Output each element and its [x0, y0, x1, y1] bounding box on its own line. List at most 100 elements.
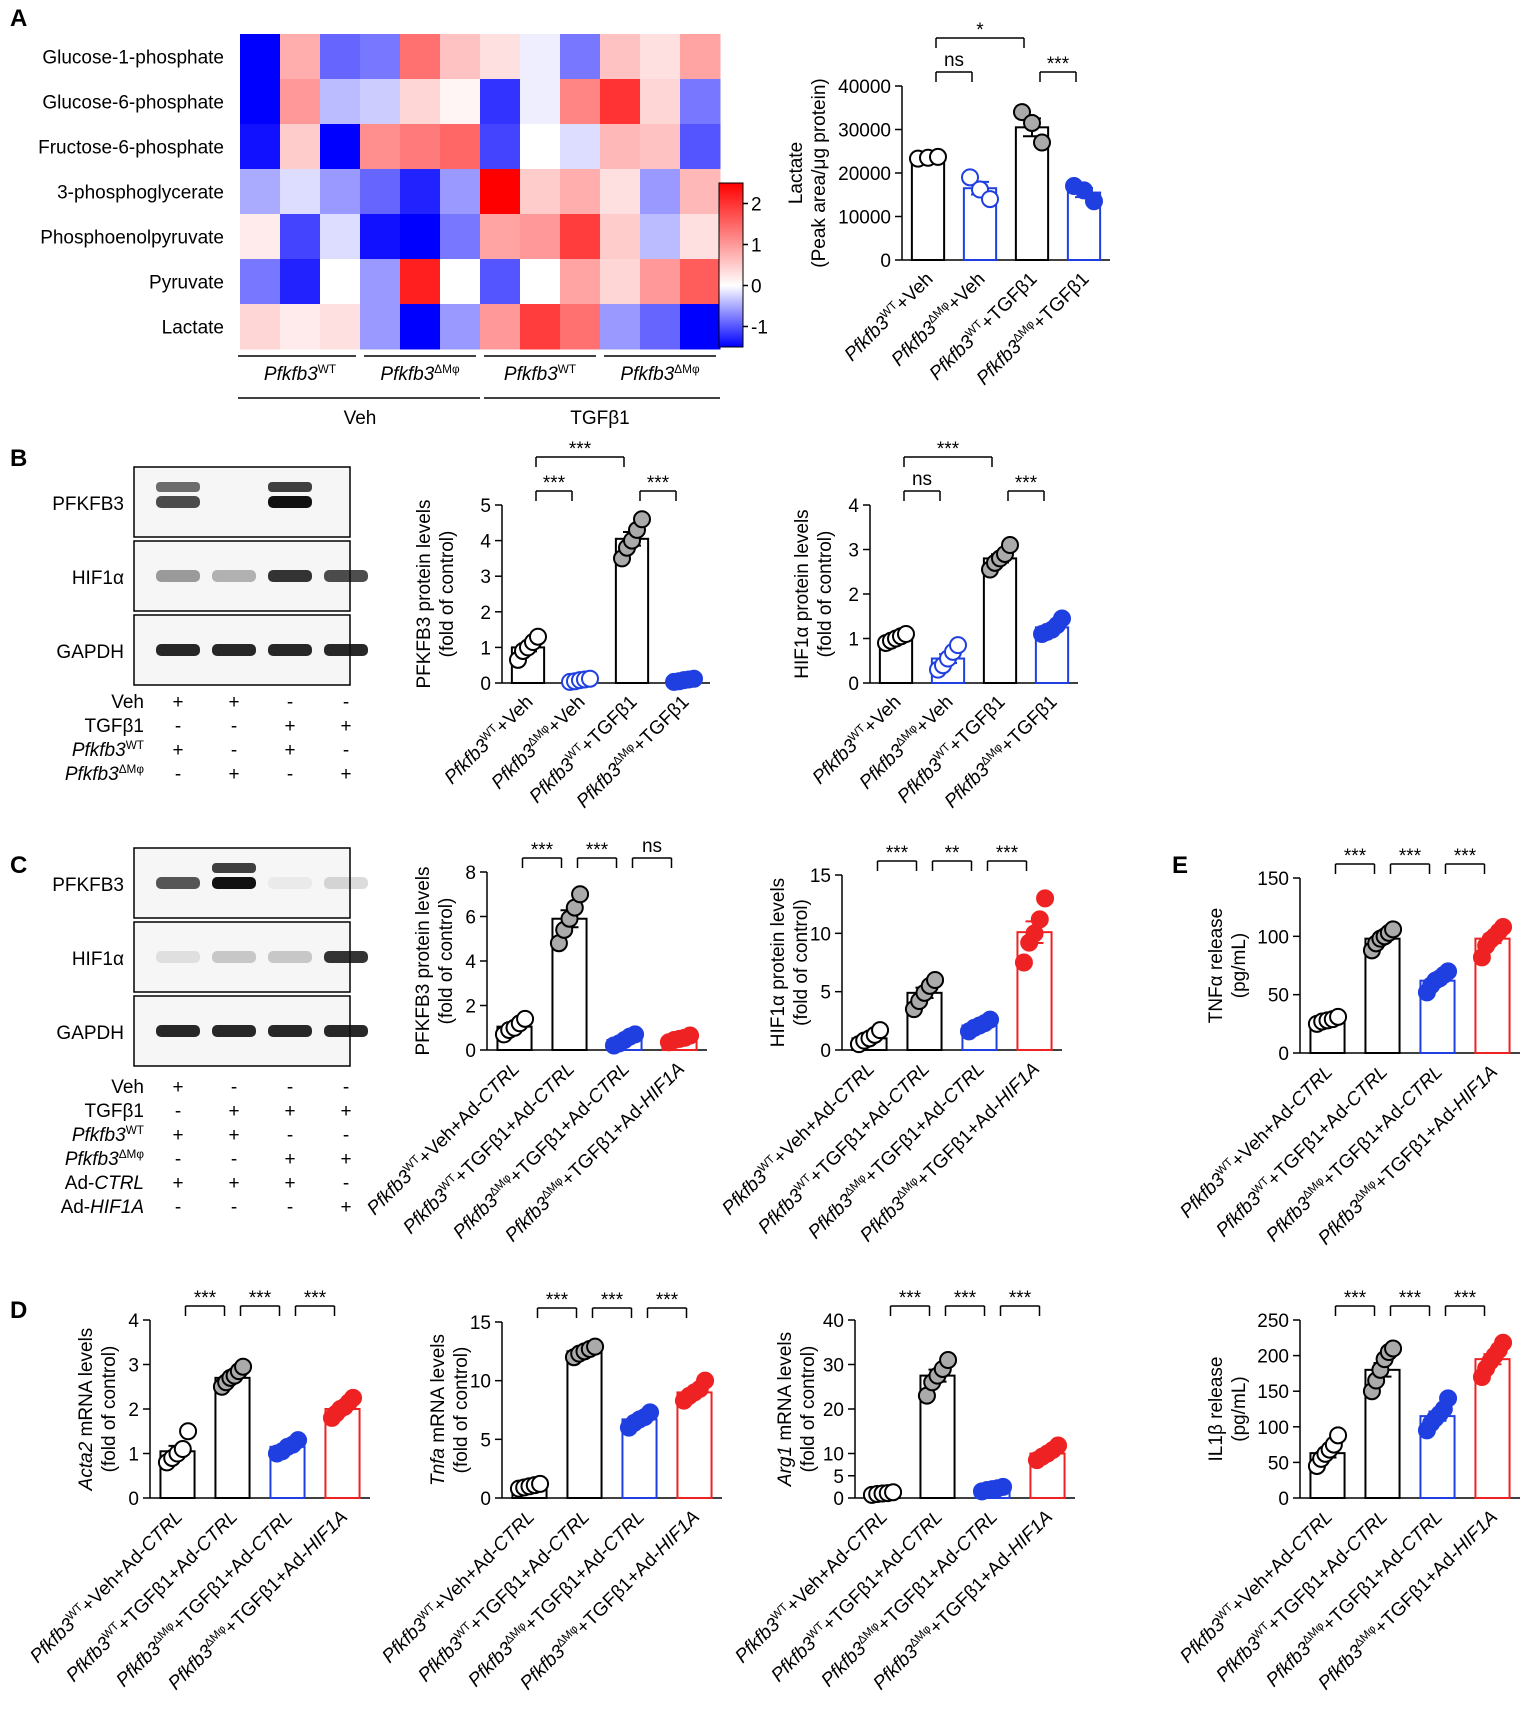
- blot-b-condition-sign: -: [231, 716, 237, 737]
- b-pfkfb3-data-point: [632, 510, 651, 529]
- a-lactate-y-tick-label: 20000: [838, 164, 891, 185]
- b-pfkfb3-y-tick-label: 4: [480, 532, 491, 553]
- heatmap-row-label: Fructose-6-phosphate: [38, 138, 224, 159]
- heatmap-cell: [640, 214, 681, 260]
- blot-b-band: [324, 570, 368, 582]
- blot-b-band: [268, 482, 312, 492]
- a-lactate-x-tick-label: Pfkfb3WT+Veh: [840, 268, 938, 366]
- heatmap-cell: [240, 124, 281, 170]
- blot-c-condition-sign: -: [287, 1197, 293, 1218]
- e-il1b-data-point: [1384, 1339, 1403, 1358]
- heatmap-cell: [440, 169, 481, 215]
- d-acta2-y-tick-label: 2: [128, 1400, 139, 1421]
- b-hif1a-data-point: [948, 636, 967, 655]
- blot-c-condition-label-part: Ad-: [65, 1173, 95, 1194]
- c-hif1a-sig-label: ***: [886, 843, 909, 864]
- e-tnfa-y-tick-label: 50: [1268, 986, 1289, 1007]
- blot-c-condition-sign: +: [228, 1125, 239, 1146]
- heatmap-cell: [280, 214, 321, 260]
- blot-c-condition-label: Pfkfb3ΔMφ: [65, 1148, 145, 1170]
- d-arg1-x-tick-label-part: CTRL: [897, 1507, 947, 1557]
- blot-c-condition-label: TGFβ1: [85, 1101, 145, 1122]
- c-hif1a-data-point: [1014, 953, 1033, 972]
- heatmap-cell: [400, 124, 441, 170]
- blot-b-condition-sign: -: [343, 692, 349, 713]
- b-hif1a-y-tick-label: 1: [848, 630, 859, 651]
- blot-b-row-label: GAPDH: [56, 642, 124, 663]
- heatmap-cell: [520, 169, 561, 215]
- b-pfkfb3-data-point: [528, 627, 547, 646]
- d-acta2-y-label-part: mRNA levels: [76, 1328, 97, 1437]
- c-hif1a-y-label-sub: (fold of control): [791, 899, 812, 1026]
- c-hif1a-x-tick-label-part: CTRL: [829, 1059, 879, 1109]
- b-hif1a-data-point: [896, 625, 915, 644]
- heatmap-group-label-part: Pfkfb3: [264, 364, 318, 385]
- c-pfkfb3-x-tick-label-part: CTRL: [474, 1059, 524, 1109]
- heatmap-group-label-part: WT: [318, 363, 336, 376]
- e-il1b-x-tick-label-part: CTRL: [1287, 1507, 1337, 1557]
- blot-c-condition-label-part: HIF1A: [90, 1197, 144, 1218]
- heatmap-cell: [560, 214, 601, 260]
- c-hif1a-x-tick-label-part: HIF1A: [991, 1059, 1044, 1112]
- heatmap-group-label: Pfkfb3WT: [504, 363, 576, 385]
- b-pfkfb3-y-tick-label: 2: [480, 603, 491, 624]
- c-pfkfb3-data-point: [626, 1025, 645, 1044]
- c-hif1a-y-tick-label: 5: [820, 983, 831, 1004]
- d-arg1-y-tick-label: 5: [833, 1467, 844, 1488]
- blot-c-condition-sign: -: [343, 1173, 349, 1194]
- c-hif1a-x-tick-label-part: CTRL: [939, 1059, 989, 1109]
- a-lactate-y-tick-label: 40000: [838, 77, 891, 98]
- b-hif1a-y-tick-label: 3: [848, 541, 859, 562]
- c-pfkfb3-sig-label: ns: [642, 836, 662, 857]
- b-hif1a-x-tick-label-part: +Veh: [912, 692, 958, 738]
- c-pfkfb3-data-point: [516, 1009, 535, 1028]
- a-lactate-y-tick-label: 0: [880, 251, 891, 272]
- heatmap-cell: [520, 304, 561, 350]
- blot-c-condition-sign: -: [343, 1077, 349, 1098]
- d-arg1-sig-label: ***: [899, 1288, 922, 1309]
- b-pfkfb3-sig-label: ***: [569, 439, 592, 460]
- heatmap-treatment-label: Veh: [344, 408, 377, 429]
- blot-c-condition-label-part: Pfkfb3: [72, 1125, 126, 1146]
- heatmap-cell: [280, 79, 321, 125]
- heatmap-row-label: Phosphoenolpyruvate: [40, 228, 224, 249]
- e-il1b-x-tick-label-part: HIF1A: [1449, 1507, 1502, 1560]
- c-hif1a-data-point: [981, 1010, 1000, 1029]
- heatmap-cell: [640, 169, 681, 215]
- heatmap-cell: [360, 304, 401, 350]
- heatmap-treatment-label: TGFβ1: [570, 408, 630, 429]
- blot-c-condition-label-part: Ad-: [61, 1197, 91, 1218]
- a-lactate-y-tick-label: 30000: [838, 121, 891, 142]
- c-hif1a-y-tick-label: 0: [820, 1041, 831, 1062]
- b-hif1a-data-point: [1000, 536, 1019, 555]
- heatmap-cell: [640, 304, 681, 350]
- heatmap-cell: [480, 79, 521, 125]
- a-lactate-y-tick-label: 10000: [838, 208, 891, 229]
- c-pfkfb3-sig-label: ***: [531, 840, 554, 861]
- c-pfkfb3-x-tick-label-part: CTRL: [584, 1059, 634, 1109]
- blot-b-condition-label-part: Veh: [111, 692, 144, 713]
- a-lactate-data-point: [928, 147, 947, 166]
- heatmap-cell: [560, 79, 601, 125]
- a-lactate-x-tick-label-part: +Veh: [944, 269, 990, 315]
- c-pfkfb3-y-label: PFKFB3 protein levels: [413, 866, 434, 1055]
- b-pfkfb3-y-tick-label: 1: [480, 638, 491, 659]
- d-tnfa-y-tick-label: 10: [470, 1372, 491, 1393]
- blot-c-band: [268, 1025, 312, 1037]
- d-tnfa-sig-label: ***: [601, 1290, 624, 1311]
- heatmap-cell: [400, 214, 441, 260]
- blot-c-band: [212, 951, 256, 963]
- d-arg1-data-point: [884, 1483, 903, 1502]
- heatmap-cell: [560, 169, 601, 215]
- blot-b-condition-label: Pfkfb3WT: [72, 739, 144, 761]
- e-il1b-x-tick-label-part: CTRL: [1342, 1507, 1392, 1557]
- a-lactate-y-label: Lactate: [786, 142, 807, 204]
- a-lactate-sig-label: *: [976, 20, 984, 41]
- b-hif1a-y-tick-label: 0: [848, 674, 859, 695]
- blot-b-condition-sign: +: [228, 764, 239, 785]
- heatmap-cell: [480, 169, 521, 215]
- blot-b-row-label: HIF1α: [72, 568, 124, 589]
- d-tnfa-data-point: [696, 1371, 715, 1390]
- blot-c-band: [324, 877, 368, 889]
- e-tnfa-y-tick-label: 0: [1278, 1044, 1289, 1065]
